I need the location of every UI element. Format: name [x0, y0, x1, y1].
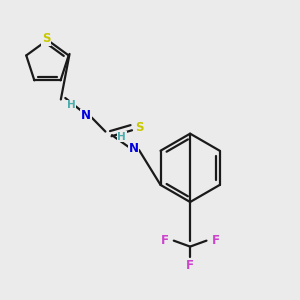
Text: F: F	[212, 234, 219, 247]
Text: S: S	[42, 32, 50, 45]
Text: N: N	[81, 109, 91, 122]
Text: H: H	[117, 132, 126, 142]
Text: S: S	[135, 121, 143, 134]
Text: H: H	[67, 100, 76, 110]
Text: N: N	[129, 142, 139, 155]
Text: F: F	[186, 260, 194, 272]
Text: F: F	[161, 234, 169, 247]
